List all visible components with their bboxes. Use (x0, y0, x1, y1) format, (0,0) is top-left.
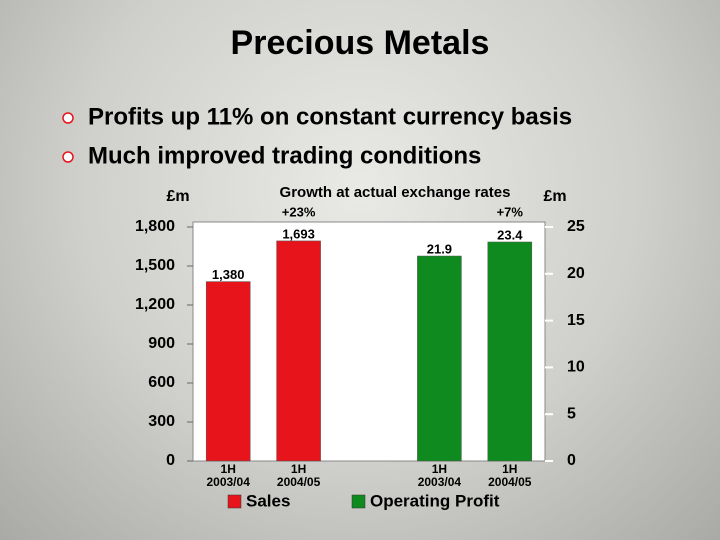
y-tick-label: 600 (148, 374, 175, 391)
y-tick-label: 1,500 (135, 257, 175, 274)
slide-title: Precious Metals (231, 24, 490, 62)
value-label: 21.9 (427, 241, 452, 256)
x-tick-label: 1H 2004/05 (276, 462, 321, 489)
bullet-dot (62, 151, 74, 163)
y-tick-label: 1,800 (135, 218, 175, 235)
y2-tick-label: 5 (567, 405, 576, 422)
chart-title: Growth at actual exchange rates (280, 184, 511, 201)
value-label: 1,693 (282, 226, 315, 241)
value-label: 1,380 (212, 267, 245, 282)
y2-tick-label: 25 (567, 218, 585, 235)
legend-label: Sales (246, 491, 290, 510)
y-tick-label: 900 (148, 335, 175, 352)
annotation: +23% (282, 204, 316, 219)
bullet-dot (62, 112, 74, 124)
legend-label: Operating Profit (370, 491, 500, 510)
y-tick-label: 0 (166, 452, 175, 469)
y2-tick-label: 10 (567, 359, 585, 376)
bar (417, 255, 462, 462)
annotation: +7% (497, 204, 524, 219)
plot-area (192, 221, 546, 462)
y-axis-label: £m (166, 188, 189, 205)
legend-swatch (227, 494, 242, 509)
y-tick-label: 300 (148, 413, 175, 430)
bullet: Profits up 11% on constant currency basi… (88, 103, 572, 130)
bullet: Much improved trading conditions (88, 142, 481, 169)
legend-swatch (351, 494, 366, 509)
x-tick-label: 1H 2003/04 (206, 462, 250, 489)
x-tick-label: 1H 2004/05 (488, 462, 532, 489)
y2-tick-label: 0 (567, 452, 576, 469)
y2-axis-label: £m (543, 188, 566, 205)
bar (487, 241, 533, 462)
y2-tick-label: 15 (567, 312, 585, 329)
bar (205, 281, 251, 462)
y-tick-label: 1,200 (135, 296, 175, 313)
x-tick-label: 1H 2003/04 (417, 462, 462, 489)
value-label: 23.4 (497, 227, 523, 242)
bar (276, 240, 321, 462)
y2-tick-label: 20 (567, 265, 585, 282)
